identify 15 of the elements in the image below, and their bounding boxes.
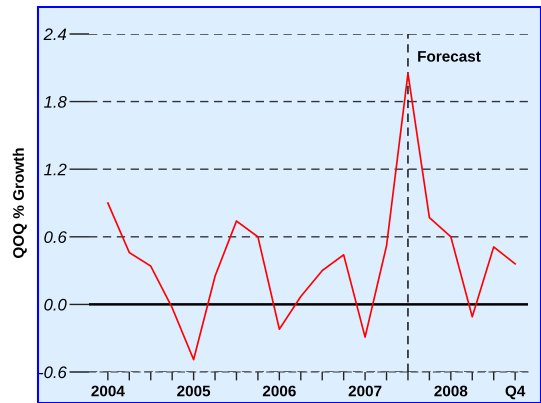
y-tick-label: 2.4 — [44, 28, 66, 40]
annotation: Forecast — [418, 51, 481, 62]
y-tick-label: 1.2 — [44, 164, 67, 176]
x-tick-label: Q4 — [506, 386, 526, 400]
x-tick-label: 2004 — [91, 386, 125, 396]
y-axis-title: QOQ % Growth — [12, 148, 27, 258]
y-tick-label: 1.8 — [44, 96, 67, 108]
x-tick-label: 2008 — [434, 386, 468, 396]
y-tick-label: -0.6 — [38, 366, 67, 378]
y-tick-label: 0.6 — [44, 231, 67, 244]
y-tick-label: 0.0 — [44, 298, 67, 311]
x-tick-label: 2006 — [262, 386, 296, 396]
x-tick-label: 2007 — [348, 386, 382, 396]
x-tick-label: 2005 — [177, 386, 210, 396]
line-series — [107, 72, 516, 360]
